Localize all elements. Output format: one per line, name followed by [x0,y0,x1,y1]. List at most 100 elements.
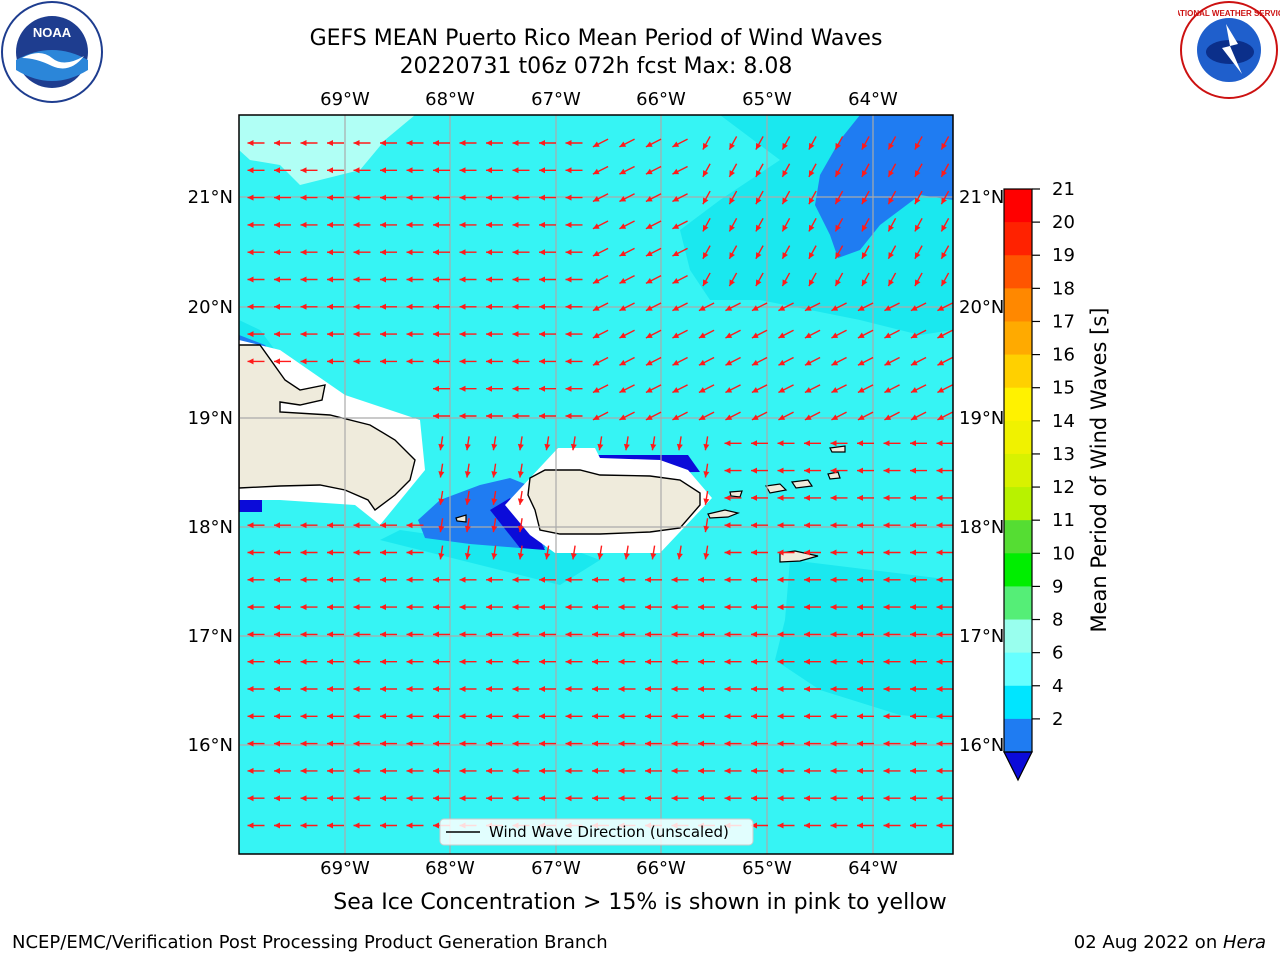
wind-wave-arrowhead [433,713,439,720]
wind-wave-arrowhead [936,604,943,611]
wind-wave-arrowhead [861,279,868,287]
wind-wave-arrowhead [782,224,788,232]
wind-wave-arrowhead [565,221,572,228]
wind-wave-arrowhead [592,631,598,638]
wind-wave-arrowhead [808,142,815,150]
wind-wave-arrowhead [778,359,786,366]
wind-wave-arrowhead [592,658,598,665]
wind-wave-arrowhead [300,686,307,692]
wind-wave-arrowhead [247,713,254,720]
wind-wave-arrowhead [861,142,868,150]
wind-wave-arrowhead [782,252,788,259]
lon-label-bottom: 64°W [848,858,898,879]
wind-wave-arrowhead [755,197,762,205]
wind-wave-arrowhead [804,713,810,720]
wind-wave-arrowhead [512,604,519,611]
wind-wave-arrowhead [512,686,519,692]
colorbar-segment [1004,321,1032,356]
wind-wave-arrowhead [300,631,307,638]
wind-wave-arrowhead [724,795,731,802]
wind-wave-arrowhead [512,303,519,310]
wind-wave-arrowhead [883,604,890,611]
wind-wave-arrowhead [433,194,439,201]
dark-blue-region-ne [815,115,953,258]
wind-wave-arrowhead [512,276,519,283]
wind-wave-arrowhead [830,822,837,829]
wind-wave-arrowhead [464,525,471,533]
wind-wave-arrowhead [751,576,757,583]
wind-wave-arrowhead [491,471,498,478]
wind-wave-arrowhead [464,443,471,451]
wind-wave-arrowhead [517,443,524,451]
wind-wave-arrowhead [672,168,680,175]
wind-wave-arrowhead [676,553,683,560]
wind-wave-arrowhead [486,767,492,774]
wind-wave-arrowhead [300,740,307,747]
wind-wave-arrowhead [459,331,466,338]
lat-label-right: 16°N [959,735,1004,756]
wind-wave-arrowhead [702,170,709,177]
wind-wave-arrowhead [857,713,863,720]
wind-wave-arrowhead [883,440,890,447]
colorbar-label: Mean Period of Wind Waves [s] [1087,308,1111,633]
footer-machine: Hera [1222,932,1266,953]
wind-wave-arrowhead [676,443,683,451]
wind-wave-arrowhead [539,276,545,283]
wind-wave-arrowhead [274,522,280,529]
wind-wave-arrowhead [486,303,492,310]
wind-wave-arrowhead [857,359,865,366]
wind-wave-arrowhead [486,413,492,419]
wind-wave-arrowhead [353,358,360,365]
wind-wave-arrowhead [645,767,651,774]
map-frame [238,114,954,855]
colorbar-segment [1004,685,1032,720]
wind-wave-arrowhead [936,549,943,556]
wind-wave-arrowhead [884,305,892,311]
wind-wave-arrowhead [353,686,360,692]
lon-label-top: 65°W [742,89,792,110]
wind-wave-arrowhead [888,170,894,177]
wind-wave-arrowhead [353,522,360,529]
wind-wave-arrowhead [327,249,333,256]
wind-wave-arrowhead [438,525,445,533]
wind-wave-arrowhead [353,167,360,174]
wind-wave-arrowhead [274,358,280,365]
wind-wave-arrowhead [433,331,439,338]
wind-wave-arrowhead [645,332,653,338]
wind-wave-arrowhead [433,413,439,419]
wind-wave-arrowhead [914,197,921,205]
wind-wave-arrowhead [274,713,280,720]
wind-wave-arrowhead [755,252,762,259]
wind-wave-arrowhead [464,471,471,478]
wind-wave-arrowhead [910,576,916,583]
wind-wave-arrowhead [884,359,892,366]
wind-wave-arrowhead [274,686,280,692]
wind-wave-arrowhead [592,414,600,420]
wind-wave-arrowhead [883,467,890,474]
wind-wave-arrowhead [937,387,945,393]
wind-wave-arrowhead [459,276,466,283]
wind-wave-arrowhead [539,140,545,146]
wind-wave-arrowhead [857,414,865,420]
wind-wave-arrowhead [327,140,333,146]
wind-wave-arrowhead [672,414,680,420]
wind-wave-arrowhead [619,141,627,147]
wind-wave-arrowhead [729,224,735,232]
wind-wave-arrowhead [247,194,254,201]
wind-wave-arrowhead [808,252,815,259]
wind-wave-arrowhead [672,250,680,257]
wind-wave-arrowhead [565,140,572,146]
wind-wave-arrowhead [857,795,863,802]
wind-wave-arrowhead [671,658,678,665]
wind-wave-arrowhead [486,276,492,283]
anegada-island [827,471,841,480]
wind-wave-arrowhead [888,279,894,287]
wind-wave-arrowhead [831,305,839,311]
wind-wave-arrowhead [491,553,498,560]
wind-wave-arrowhead [857,822,863,829]
wind-wave-arrowhead [910,631,916,638]
wind-wave-arrowhead [808,197,815,205]
wind-wave-arrowhead [724,658,731,665]
wind-wave-arrowhead [645,604,651,611]
wind-wave-arrowhead [883,658,890,665]
